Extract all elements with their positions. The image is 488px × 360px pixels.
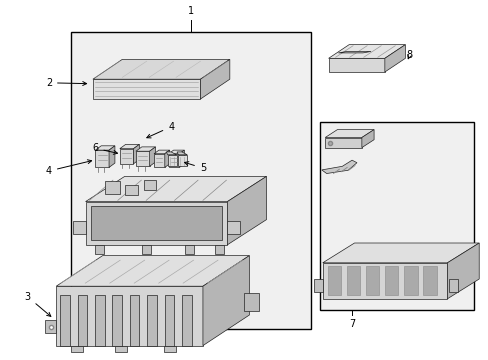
- Polygon shape: [361, 130, 373, 148]
- Polygon shape: [85, 176, 266, 202]
- Polygon shape: [178, 155, 187, 166]
- Polygon shape: [105, 181, 120, 194]
- Polygon shape: [448, 279, 457, 292]
- Polygon shape: [168, 150, 184, 154]
- Polygon shape: [56, 256, 249, 286]
- Text: 8: 8: [406, 50, 412, 60]
- Polygon shape: [93, 59, 229, 79]
- Bar: [215, 245, 224, 254]
- Bar: [423, 266, 436, 295]
- Polygon shape: [325, 138, 361, 148]
- Polygon shape: [182, 295, 191, 346]
- Polygon shape: [85, 202, 227, 245]
- Polygon shape: [322, 243, 478, 263]
- Polygon shape: [129, 295, 139, 346]
- Bar: [95, 245, 104, 254]
- Polygon shape: [164, 150, 169, 167]
- Text: 4: 4: [146, 122, 174, 138]
- Bar: [365, 266, 379, 295]
- Polygon shape: [120, 144, 139, 149]
- Polygon shape: [78, 295, 87, 346]
- Polygon shape: [73, 221, 85, 234]
- Polygon shape: [168, 154, 179, 167]
- Bar: [320, 122, 473, 310]
- Bar: [71, 32, 310, 329]
- Text: 4: 4: [46, 160, 91, 176]
- Polygon shape: [60, 295, 70, 346]
- Polygon shape: [71, 346, 83, 352]
- Polygon shape: [133, 144, 139, 164]
- Bar: [404, 266, 417, 295]
- Polygon shape: [147, 295, 157, 346]
- Polygon shape: [144, 180, 156, 190]
- Polygon shape: [227, 221, 239, 234]
- Bar: [184, 245, 193, 254]
- Polygon shape: [112, 295, 122, 346]
- Bar: [142, 245, 151, 254]
- Polygon shape: [149, 147, 155, 166]
- Text: 3: 3: [25, 292, 51, 316]
- Polygon shape: [177, 152, 187, 155]
- Polygon shape: [154, 154, 164, 167]
- Polygon shape: [45, 320, 56, 333]
- Polygon shape: [179, 150, 184, 167]
- Bar: [346, 266, 360, 295]
- Polygon shape: [244, 293, 259, 311]
- Text: 1: 1: [187, 6, 193, 16]
- Polygon shape: [325, 130, 373, 138]
- Text: 5: 5: [184, 162, 205, 173]
- Polygon shape: [200, 59, 229, 99]
- Polygon shape: [166, 152, 176, 155]
- Polygon shape: [167, 155, 176, 166]
- Bar: [327, 266, 340, 295]
- Polygon shape: [115, 346, 127, 352]
- Polygon shape: [91, 206, 221, 240]
- Polygon shape: [163, 346, 176, 352]
- Bar: [385, 266, 398, 295]
- Polygon shape: [227, 176, 266, 245]
- Polygon shape: [154, 150, 169, 154]
- Polygon shape: [328, 58, 384, 72]
- Polygon shape: [321, 160, 356, 174]
- Text: 7: 7: [348, 319, 354, 329]
- Polygon shape: [447, 243, 478, 299]
- Polygon shape: [95, 146, 115, 150]
- Polygon shape: [203, 256, 249, 346]
- Polygon shape: [56, 286, 203, 346]
- Polygon shape: [136, 151, 149, 166]
- Polygon shape: [164, 295, 174, 346]
- Polygon shape: [313, 279, 322, 292]
- Text: 6: 6: [92, 143, 117, 154]
- Text: 2: 2: [46, 78, 86, 88]
- Polygon shape: [328, 45, 405, 58]
- Polygon shape: [93, 79, 200, 99]
- Polygon shape: [120, 149, 133, 164]
- Polygon shape: [109, 146, 115, 167]
- Polygon shape: [136, 147, 155, 151]
- Polygon shape: [384, 45, 405, 72]
- Polygon shape: [95, 150, 109, 167]
- Polygon shape: [95, 295, 104, 346]
- Polygon shape: [124, 184, 138, 195]
- Polygon shape: [338, 51, 370, 53]
- Polygon shape: [322, 263, 447, 299]
